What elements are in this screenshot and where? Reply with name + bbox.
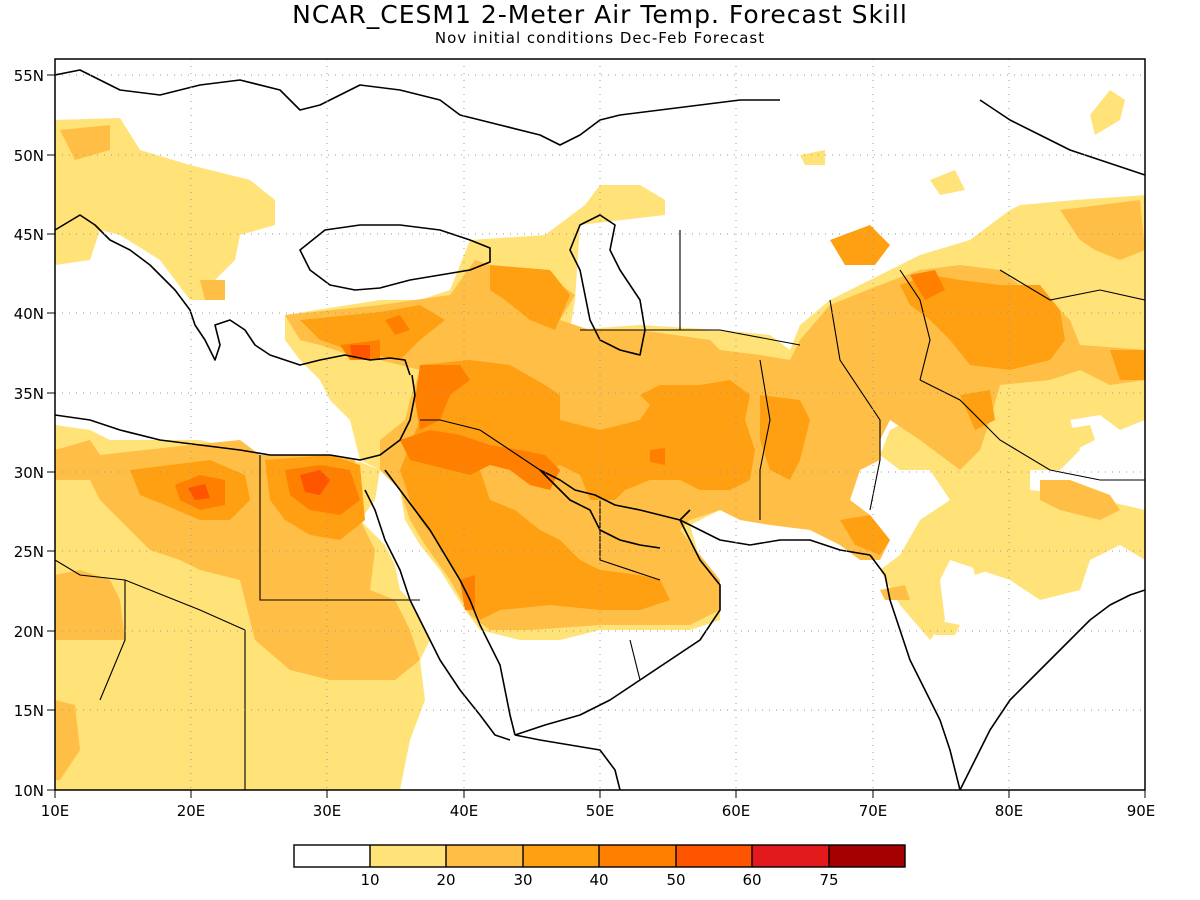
colorbar-label: 75	[819, 871, 838, 889]
lat-tick-label: 20N	[14, 623, 44, 641]
lon-tick-label: 50E	[586, 802, 615, 820]
lon-tick-label: 20E	[177, 802, 206, 820]
colorbar-label: 10	[360, 871, 379, 889]
skill-field	[55, 90, 1145, 790]
colorbar-swatch	[294, 845, 370, 867]
colorbar-label: 60	[742, 871, 761, 889]
lon-tick-label: 60E	[722, 802, 751, 820]
skill-band-50-60	[188, 345, 370, 500]
lat-tick-label: 45N	[14, 226, 44, 244]
lon-tick-labels: 10E 20E 30E 40E 50E 60E 70E 80E 90E	[41, 802, 1156, 820]
tick-marks	[47, 74, 1146, 798]
lat-tick-label: 30N	[14, 464, 44, 482]
colorbar: 10 20 30 40 50 60 75	[293, 844, 906, 889]
lat-tick-label: 55N	[14, 67, 44, 85]
map-subtitle: Nov initial conditions Dec-Feb Forecast	[434, 29, 766, 47]
lon-tick-label: 80E	[995, 802, 1024, 820]
lon-tick-label: 90E	[1127, 802, 1156, 820]
lat-tick-label: 50N	[14, 147, 44, 165]
lat-tick-label: 40N	[14, 305, 44, 323]
colorbar-swatch	[599, 845, 676, 867]
lat-tick-label: 35N	[14, 385, 44, 403]
colorbar-label: 30	[513, 871, 532, 889]
colorbar-label: 20	[436, 871, 455, 889]
colorbar-swatch	[523, 845, 599, 867]
country-borders	[55, 230, 1145, 790]
colorbar-label: 50	[666, 871, 685, 889]
lat-tick-label: 10N	[14, 782, 44, 800]
skill-band-30-40	[130, 225, 1145, 620]
lat-tick-label: 25N	[14, 543, 44, 561]
lat-tick-labels: 55N 50N 45N 40N 35N 30N 25N 20N 15N 10N	[14, 67, 44, 800]
grid-lines	[55, 59, 1145, 790]
lat-tick-label: 15N	[14, 702, 44, 720]
colorbar-swatch	[370, 845, 446, 867]
lon-tick-label: 70E	[859, 802, 888, 820]
lon-tick-label: 40E	[450, 802, 479, 820]
colorbar-swatch	[752, 845, 829, 867]
lon-tick-label: 10E	[41, 802, 70, 820]
colorbar-swatch	[829, 845, 905, 867]
colorbar-label: 40	[589, 871, 608, 889]
map-title: NCAR_CESM1 2-Meter Air Temp. Forecast Sk…	[292, 0, 908, 29]
colorbar-swatch	[676, 845, 752, 867]
colorbar-swatch	[446, 845, 523, 867]
lon-tick-label: 30E	[313, 802, 342, 820]
